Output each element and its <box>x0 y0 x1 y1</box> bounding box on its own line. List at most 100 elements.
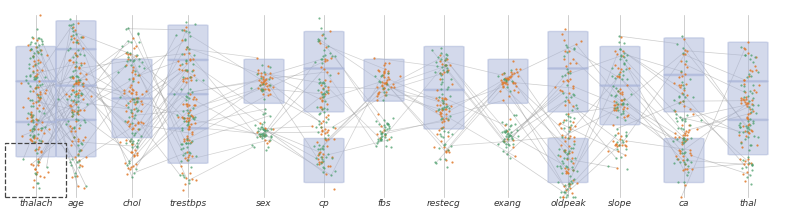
Point <box>254 134 266 138</box>
Point <box>744 124 757 127</box>
Point <box>132 96 145 100</box>
Point <box>681 113 694 117</box>
Point <box>309 61 322 64</box>
Point <box>61 97 74 101</box>
Point <box>125 150 138 154</box>
Point <box>566 168 579 172</box>
Point <box>433 108 446 111</box>
Point <box>130 53 143 56</box>
Point <box>506 138 519 141</box>
Point <box>681 137 694 141</box>
Point <box>312 37 325 40</box>
Point <box>27 137 40 140</box>
Point <box>256 77 269 81</box>
Point <box>30 122 42 126</box>
Point <box>673 94 686 98</box>
Point <box>570 169 583 173</box>
Point <box>135 134 148 137</box>
Point <box>446 160 458 163</box>
Point <box>738 54 751 57</box>
Point <box>313 160 326 163</box>
Point <box>436 120 449 124</box>
Point <box>40 54 53 57</box>
Point <box>436 96 449 99</box>
Point <box>321 145 334 148</box>
Point <box>74 71 86 74</box>
Point <box>610 103 623 106</box>
Point <box>507 71 520 74</box>
Point <box>446 82 458 85</box>
Point <box>129 132 142 135</box>
Point <box>313 39 326 43</box>
Point <box>614 112 627 116</box>
Point <box>180 123 193 126</box>
Point <box>438 58 451 62</box>
Point <box>132 120 145 124</box>
Point <box>258 120 270 124</box>
Point <box>614 53 627 56</box>
Point <box>371 68 384 72</box>
Point <box>71 38 84 42</box>
Point <box>184 109 197 112</box>
Point <box>558 58 570 61</box>
Point <box>676 140 689 143</box>
Point <box>331 71 344 74</box>
Point <box>322 114 334 117</box>
Point <box>614 35 627 38</box>
Point <box>500 85 513 89</box>
Point <box>500 153 513 156</box>
Point <box>379 134 392 137</box>
Point <box>258 138 271 141</box>
Point <box>26 135 39 138</box>
Point <box>678 136 690 139</box>
Point <box>563 61 576 65</box>
Point <box>70 80 82 84</box>
Point <box>129 106 142 110</box>
Point <box>315 157 328 160</box>
Point <box>376 132 389 135</box>
Point <box>500 129 513 133</box>
Point <box>264 135 277 138</box>
Point <box>681 66 694 69</box>
Point <box>132 40 145 44</box>
Point <box>127 165 140 168</box>
Text: restecg: restecg <box>427 199 461 208</box>
Point <box>319 92 332 96</box>
Point <box>78 135 91 138</box>
Point <box>128 133 141 136</box>
Point <box>615 98 628 101</box>
Point <box>257 127 270 131</box>
Point <box>317 48 330 51</box>
Point <box>440 64 453 67</box>
Point <box>30 100 42 104</box>
Point <box>28 60 41 63</box>
Point <box>311 39 324 42</box>
Point <box>186 154 198 158</box>
Point <box>379 133 392 136</box>
Point <box>27 70 40 73</box>
Point <box>78 118 90 121</box>
Point <box>30 75 43 79</box>
Point <box>312 88 325 92</box>
Point <box>736 172 749 176</box>
Point <box>443 94 456 98</box>
Point <box>615 92 628 96</box>
Point <box>322 92 334 95</box>
FancyBboxPatch shape <box>304 31 344 69</box>
Point <box>435 111 448 115</box>
Point <box>66 76 78 79</box>
Point <box>65 38 78 41</box>
Point <box>382 69 394 73</box>
Point <box>245 86 258 89</box>
Point <box>182 121 194 124</box>
Point <box>681 157 694 160</box>
Point <box>178 176 190 179</box>
Point <box>504 133 517 137</box>
Text: thalach: thalach <box>19 199 53 208</box>
Point <box>743 117 756 120</box>
Point <box>566 86 579 90</box>
Point <box>744 57 757 61</box>
Point <box>77 139 90 142</box>
Point <box>187 73 200 77</box>
Point <box>570 61 582 65</box>
